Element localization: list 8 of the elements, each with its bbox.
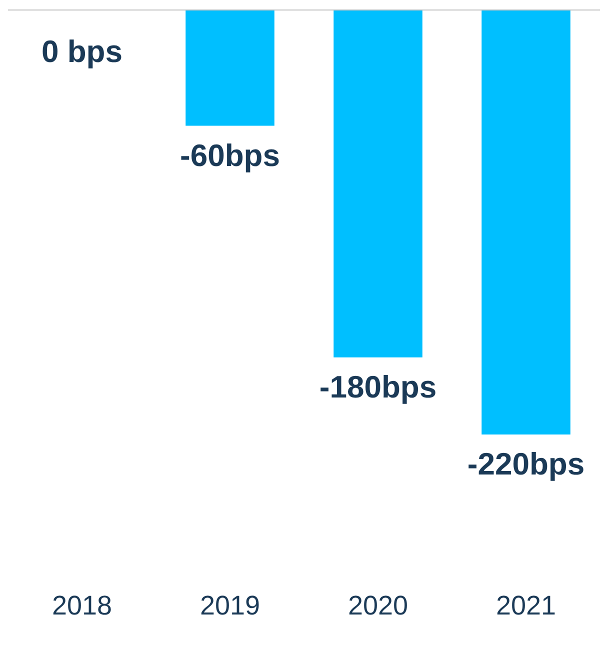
data-label: -60bps (180, 138, 280, 173)
x-tick-label: 2019 (200, 590, 260, 620)
data-label: -180bps (319, 369, 437, 404)
x-tick-label: 2020 (348, 590, 408, 620)
x-tick-label: 2021 (496, 590, 556, 620)
x-tick-label: 2018 (52, 590, 112, 620)
data-label: 0 bps (42, 34, 122, 70)
data-label: -220bps (467, 446, 585, 482)
